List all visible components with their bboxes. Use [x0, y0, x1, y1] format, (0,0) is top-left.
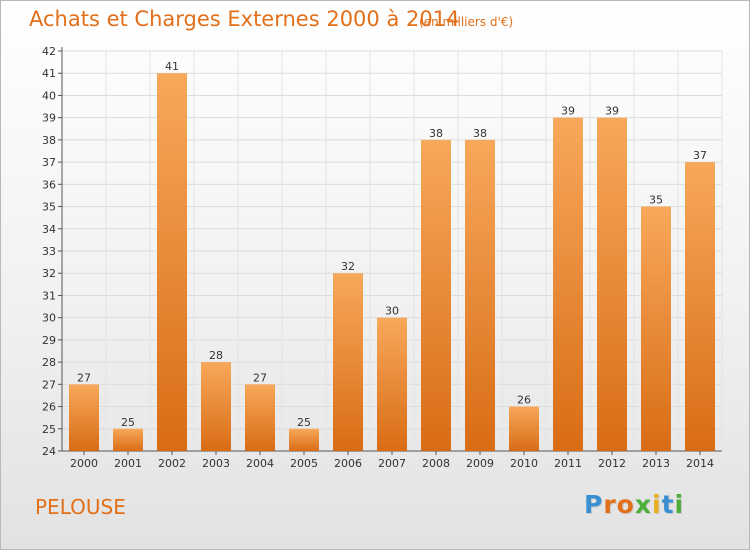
commune-name: PELOUSE	[35, 495, 126, 519]
data-label: 41	[165, 60, 179, 73]
x-tick-label: 2010	[510, 457, 538, 470]
bar	[377, 317, 407, 451]
x-tick-label: 2014	[686, 457, 714, 470]
proxiti-logo[interactable]: Proxiti	[584, 490, 684, 519]
x-tick-label: 2007	[378, 457, 406, 470]
y-tick-label: 31	[42, 289, 56, 302]
y-tick-label: 34	[42, 223, 56, 236]
x-tick-label: 2013	[642, 457, 670, 470]
bar	[69, 384, 99, 451]
bar	[553, 117, 583, 452]
data-label: 39	[605, 105, 619, 118]
x-tick-label: 2000	[70, 457, 98, 470]
x-tick-label: 2002	[158, 457, 186, 470]
y-tick-label: 39	[42, 112, 56, 125]
y-tick-label: 24	[42, 445, 56, 458]
y-tick-label: 42	[42, 45, 56, 58]
y-tick-label: 40	[42, 89, 56, 102]
data-label: 38	[473, 127, 487, 140]
data-label: 27	[253, 371, 267, 384]
bar	[201, 362, 231, 451]
y-tick-label: 37	[42, 156, 56, 169]
bar	[421, 139, 451, 451]
y-tick-label: 26	[42, 401, 56, 414]
logo-letter: t	[661, 490, 675, 519]
data-label: 32	[341, 260, 355, 273]
x-tick-label: 2011	[554, 457, 582, 470]
data-label: 26	[517, 394, 531, 407]
y-tick-label: 28	[42, 356, 56, 369]
chart-title: Achats et Charges Externes 2000 à 2014	[29, 7, 460, 31]
bar	[641, 206, 671, 451]
logo-letter: i	[674, 490, 685, 519]
x-tick-label: 2003	[202, 457, 230, 470]
x-tick-label: 2006	[334, 457, 362, 470]
data-label: 37	[693, 149, 707, 162]
chart-subtitle: (en milliers d'€)	[419, 15, 514, 29]
bar	[289, 428, 319, 451]
data-label: 30	[385, 305, 399, 318]
y-tick-label: 33	[42, 245, 56, 258]
y-tick-label: 35	[42, 201, 56, 214]
bars	[69, 73, 715, 452]
bar	[597, 117, 627, 452]
bar	[113, 428, 143, 451]
bar	[685, 162, 715, 451]
y-tick-label: 32	[42, 267, 56, 280]
data-label: 38	[429, 127, 443, 140]
data-label: 28	[209, 349, 223, 362]
data-label: 27	[77, 371, 91, 384]
data-label: 25	[121, 416, 135, 429]
bar	[509, 406, 539, 451]
logo-letter: P	[584, 490, 604, 519]
logo-letter: i	[652, 490, 662, 519]
logo-letter: o	[616, 490, 635, 519]
bar	[465, 139, 495, 451]
logo-letter: r	[603, 490, 617, 519]
y-tick-label: 29	[42, 334, 56, 347]
x-tick-label: 2004	[246, 457, 274, 470]
y-tick-label: 25	[42, 423, 56, 436]
labels: 2000 27 2001 25 2002 41 2003 28 2004 27 2005 25 2006…	[70, 60, 714, 470]
y-tick-label: 36	[42, 178, 56, 191]
bar	[157, 73, 187, 451]
data-label: 35	[649, 194, 663, 207]
data-label: 25	[297, 416, 311, 429]
bar	[245, 384, 275, 451]
y-tick-label: 30	[42, 312, 56, 325]
y-tick-label: 41	[42, 67, 56, 80]
x-tick-label: 2008	[422, 457, 450, 470]
data-label: 39	[561, 105, 575, 118]
bar	[333, 273, 363, 451]
x-tick-label: 2009	[466, 457, 494, 470]
y-tick-label: 27	[42, 378, 56, 391]
x-tick-label: 2001	[114, 457, 142, 470]
x-tick-label: 2012	[598, 457, 626, 470]
logo-letter: x	[634, 490, 652, 519]
y-tick-label: 38	[42, 134, 56, 147]
x-tick-label: 2005	[290, 457, 318, 470]
